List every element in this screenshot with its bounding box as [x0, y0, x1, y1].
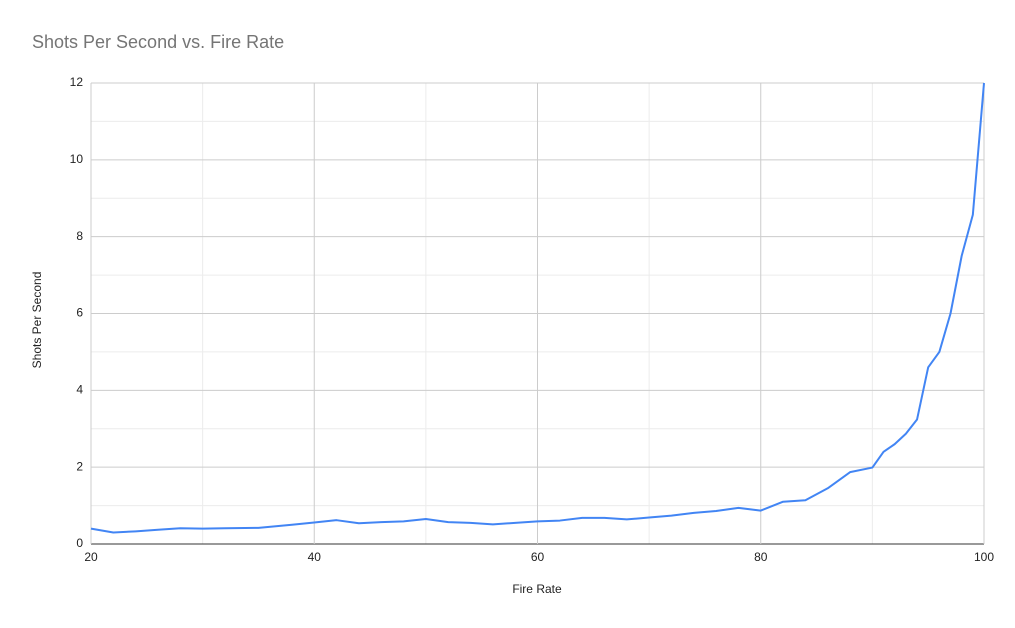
x-tick-label: 40 — [308, 550, 322, 564]
y-tick-label: 12 — [70, 75, 84, 89]
line — [90, 82, 985, 534]
x-axis-label: Fire Rate — [512, 582, 562, 596]
y-tick-label: 4 — [76, 383, 83, 397]
x-tick-label: 20 — [84, 550, 98, 564]
y-tick-label: 8 — [76, 229, 83, 243]
chart-title: Shots Per Second vs. Fire Rate — [32, 32, 284, 52]
y-tick-label: 2 — [76, 459, 83, 473]
y-axis-label: Shots Per Second — [30, 272, 44, 369]
y-tick-label: 6 — [76, 306, 83, 320]
x-tick-label: 60 — [531, 550, 545, 564]
x-tick-label: 80 — [754, 550, 768, 564]
y-tick-label: 0 — [76, 536, 83, 550]
y-tick-label: 10 — [70, 152, 84, 166]
x-tick-label: 100 — [974, 550, 994, 564]
